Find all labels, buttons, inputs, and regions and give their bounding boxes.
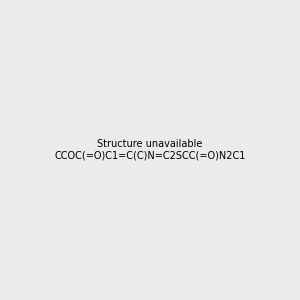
Text: Structure unavailable
CCOC(=O)C1=C(C)N=C2SCC(=O)N2C1: Structure unavailable CCOC(=O)C1=C(C)N=C…: [54, 139, 246, 161]
